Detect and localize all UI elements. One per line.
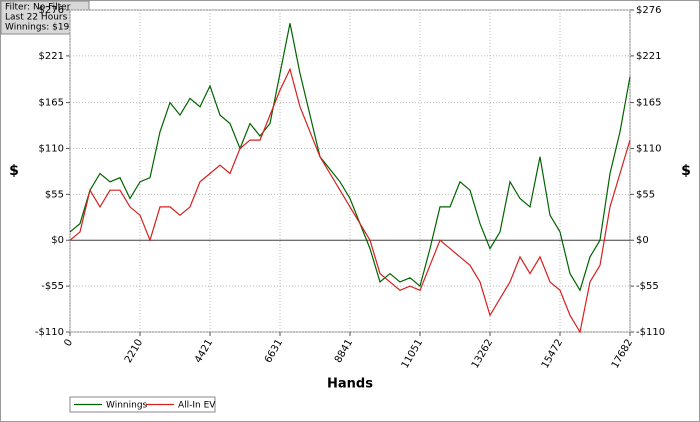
info-line: Filter: No Filter: [5, 3, 71, 13]
y-tick-label: -$55: [41, 281, 64, 292]
y-tick-label: $110: [39, 143, 64, 154]
info-line: Winnings: $196.29: [5, 23, 90, 33]
y-tick-label: $0: [51, 235, 64, 246]
y-tick-label: $165: [39, 98, 64, 109]
legend-label: Winnings: [106, 401, 148, 411]
y2-tick-label: $221: [636, 51, 661, 62]
y-tick-label: $276: [39, 5, 64, 16]
y2-tick-label: $0: [636, 235, 649, 246]
x-tick-label: 0: [62, 338, 75, 349]
y-tick-label: $55: [45, 189, 64, 200]
y2-axis-label: $: [681, 163, 691, 179]
y2-tick-label: -$55: [636, 281, 659, 292]
info-box: Filter: No Filter Last 22 Hours Winnings…: [0, 0, 90, 35]
series-line: [69, 23, 631, 292]
y2-tick-label: $165: [636, 98, 661, 109]
y2-tick-label: $55: [636, 189, 655, 200]
y2-tick-label: -$110: [636, 327, 665, 338]
legend: Winnings All-In EV: [69, 396, 216, 413]
info-line: Last 22 Hours: [5, 13, 68, 23]
y-axis-label: $: [9, 163, 19, 179]
y-tick-label: $221: [39, 51, 64, 62]
x-axis-label: Hands: [327, 377, 373, 392]
y2-tick-label: $110: [636, 143, 661, 154]
legend-label: All-In EV: [178, 401, 216, 411]
series-line: [69, 67, 631, 334]
y2-tick-label: $276: [636, 5, 661, 16]
y-tick-label: -$110: [35, 327, 64, 338]
legend-box: [69, 396, 216, 413]
